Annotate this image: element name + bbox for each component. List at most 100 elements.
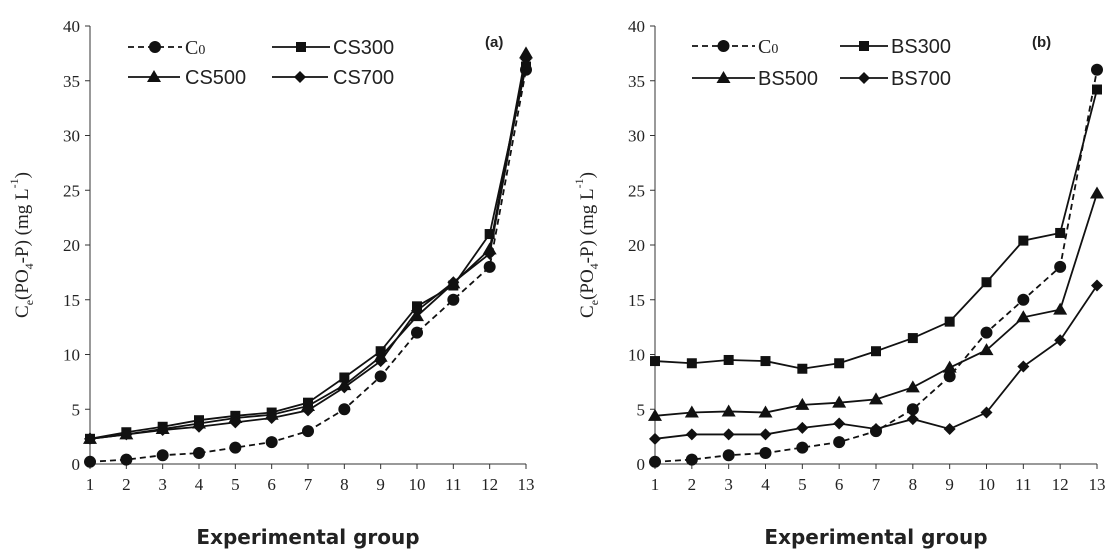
panel-b-y-tick-label: 35 [628, 72, 645, 91]
panel-a-series-cs300-point [521, 61, 531, 72]
panel-a-series-cs700-point [483, 247, 496, 260]
panel-b-y-tick-label: 25 [628, 181, 645, 200]
panel-a-y-tick-label: 25 [63, 181, 80, 200]
panel-b-series-bs300-point [723, 354, 734, 365]
panel-b-series-bs700-point [685, 428, 698, 441]
panel-b-series-bs300-point [797, 363, 808, 374]
panel-a-series-c0-point [120, 453, 133, 466]
panel-a-series-cs700-point [374, 355, 387, 368]
panel-b-series-bs300-point [686, 358, 697, 369]
panel-b-series-bs700 [649, 279, 1103, 445]
panel-a-x-tick-label: 8 [340, 475, 349, 494]
panel-b-series-bs500-point [721, 404, 736, 417]
panel-b-series-bs700-point [722, 428, 735, 441]
panel-a-legend: C0 CS300 CS500 CS700 [128, 37, 394, 89]
panel-b-x-tick-label: 1 [651, 475, 660, 494]
panel-a-series-cs700-point [338, 381, 351, 394]
panel-a-series-c0-point [193, 447, 205, 460]
panel-b-series-bs300-point [981, 277, 992, 288]
panel-b-y-tick-label: 0 [637, 455, 646, 474]
legend-label: C0 [185, 37, 205, 59]
panel-b-y-tick-label: 20 [628, 236, 645, 255]
panel-b-series-c0-point [722, 449, 735, 462]
panel-b-x-axis-title: Experimental group [764, 525, 987, 549]
panel-b-x-tick-label: 12 [1052, 475, 1069, 494]
panel-a-series-c0-point [265, 436, 278, 449]
panel-b-series-c0-point [906, 403, 919, 416]
panel-a-series-c0-point [302, 425, 314, 438]
panel-a-x-tick-label: 13 [518, 475, 535, 494]
panel-b-legend-item-bs700: BS700 [840, 68, 951, 90]
panel-a-label: (a) [485, 34, 503, 51]
panel-a-x-tick-label: 4 [195, 475, 204, 494]
panel-b-series-bs700-point [1091, 279, 1103, 292]
panel-b-series-bs300-point [944, 316, 955, 327]
panel-b-x-tick-label: 10 [978, 475, 995, 494]
panel-a-x-tick-label: 1 [86, 475, 95, 494]
panel-a-y-tick-label: 0 [72, 455, 81, 474]
panel-a-x-axis-title: Experimental group [196, 525, 419, 549]
panel-a-series-c0-point [374, 370, 387, 383]
panel-b-y-tick-label: 40 [628, 17, 645, 36]
legend-marker [716, 71, 731, 83]
panel-b-series-bs500-point [1053, 302, 1068, 315]
panel-a-series-cs500-point [519, 46, 533, 59]
panel-a-series-cs700-line [89, 58, 527, 440]
panel-a-series-c0-point [447, 293, 460, 306]
panel-b-y-tick-label: 15 [628, 291, 645, 310]
panel-b-series-bs500 [648, 186, 1104, 421]
panel-a-y-tick-label: 40 [63, 17, 80, 36]
panel-b-legend: C0 BS300 BS500 BS700 [692, 36, 951, 90]
panel-b-label: (b) [1032, 34, 1051, 51]
panel-b-series-c0-point [980, 326, 993, 339]
panel-a-y-tick-label: 30 [63, 127, 80, 146]
panel-b-series-bs300-point [871, 346, 881, 357]
panel-a-series-cs700-point [229, 416, 242, 429]
panel-b-y-tick-label: 5 [637, 400, 646, 419]
legend-marker [294, 71, 306, 83]
panel-b-series-bs300-point [1055, 227, 1066, 238]
panel-b-series-c0-point [833, 436, 846, 449]
panel-a-x-tick-label: 5 [231, 475, 240, 494]
panel-a-y-tick-label: 5 [72, 400, 81, 419]
legend-label: CS700 [333, 67, 394, 89]
panel-b-series-c0-point [943, 370, 956, 383]
panel-b-y-tick-label: 10 [628, 346, 645, 365]
panel-b-series-bs700-point [1017, 360, 1030, 373]
panel-a-y-axis-title: Ce(PO4-P) (mg L-1) [7, 172, 36, 318]
panel-b-series-c0-point [796, 441, 809, 454]
panel-b-series-bs500-point [1090, 186, 1104, 199]
panel-b-legend-item-bs500: BS500 [692, 68, 818, 90]
panel-b-series-bs500-point [1016, 310, 1031, 323]
panel-a-series-c0-point [156, 449, 169, 462]
panel-a-y-tick-label: 20 [63, 236, 80, 255]
legend-marker [147, 70, 161, 82]
legend-marker [296, 42, 306, 52]
panel-a-x-tick-label: 7 [304, 475, 313, 494]
panel-b-legend-item-c0: C0 [692, 36, 778, 58]
panel-a-series-cs700-point [302, 404, 314, 417]
panel-b-series-c0-point [759, 447, 772, 460]
panel-a-series-c0-point [483, 260, 496, 273]
panel-b-series-bs500-point [795, 397, 810, 410]
panel-b-x-tick-label: 13 [1089, 475, 1106, 494]
panel-b-series-bs300-point [1018, 235, 1029, 246]
panel-b-x-tick-label: 5 [798, 475, 807, 494]
panel-a-x-tick-label: 2 [122, 475, 131, 494]
panel-b-series-c0-point [649, 455, 661, 468]
panel-b-series-bs700-point [1054, 334, 1067, 347]
panel-b-series-bs300-point [907, 333, 918, 344]
legend-marker [717, 40, 730, 52]
panel-a-legend-item-cs300: CS300 [272, 37, 394, 59]
panel-a-series-cs300-line [89, 66, 527, 440]
panel-a-series-cs700-point [411, 304, 423, 317]
panel-b-series-bs700-point [649, 432, 661, 445]
panel-b-series-bs500-point [979, 343, 994, 356]
panel-a-legend-item-c0: C0 [128, 37, 205, 59]
panel-a-legend-item-cs500: CS500 [128, 67, 246, 89]
panel-a-series-cs300-point [484, 229, 495, 240]
panel-b-series-bs700-point [980, 406, 993, 419]
